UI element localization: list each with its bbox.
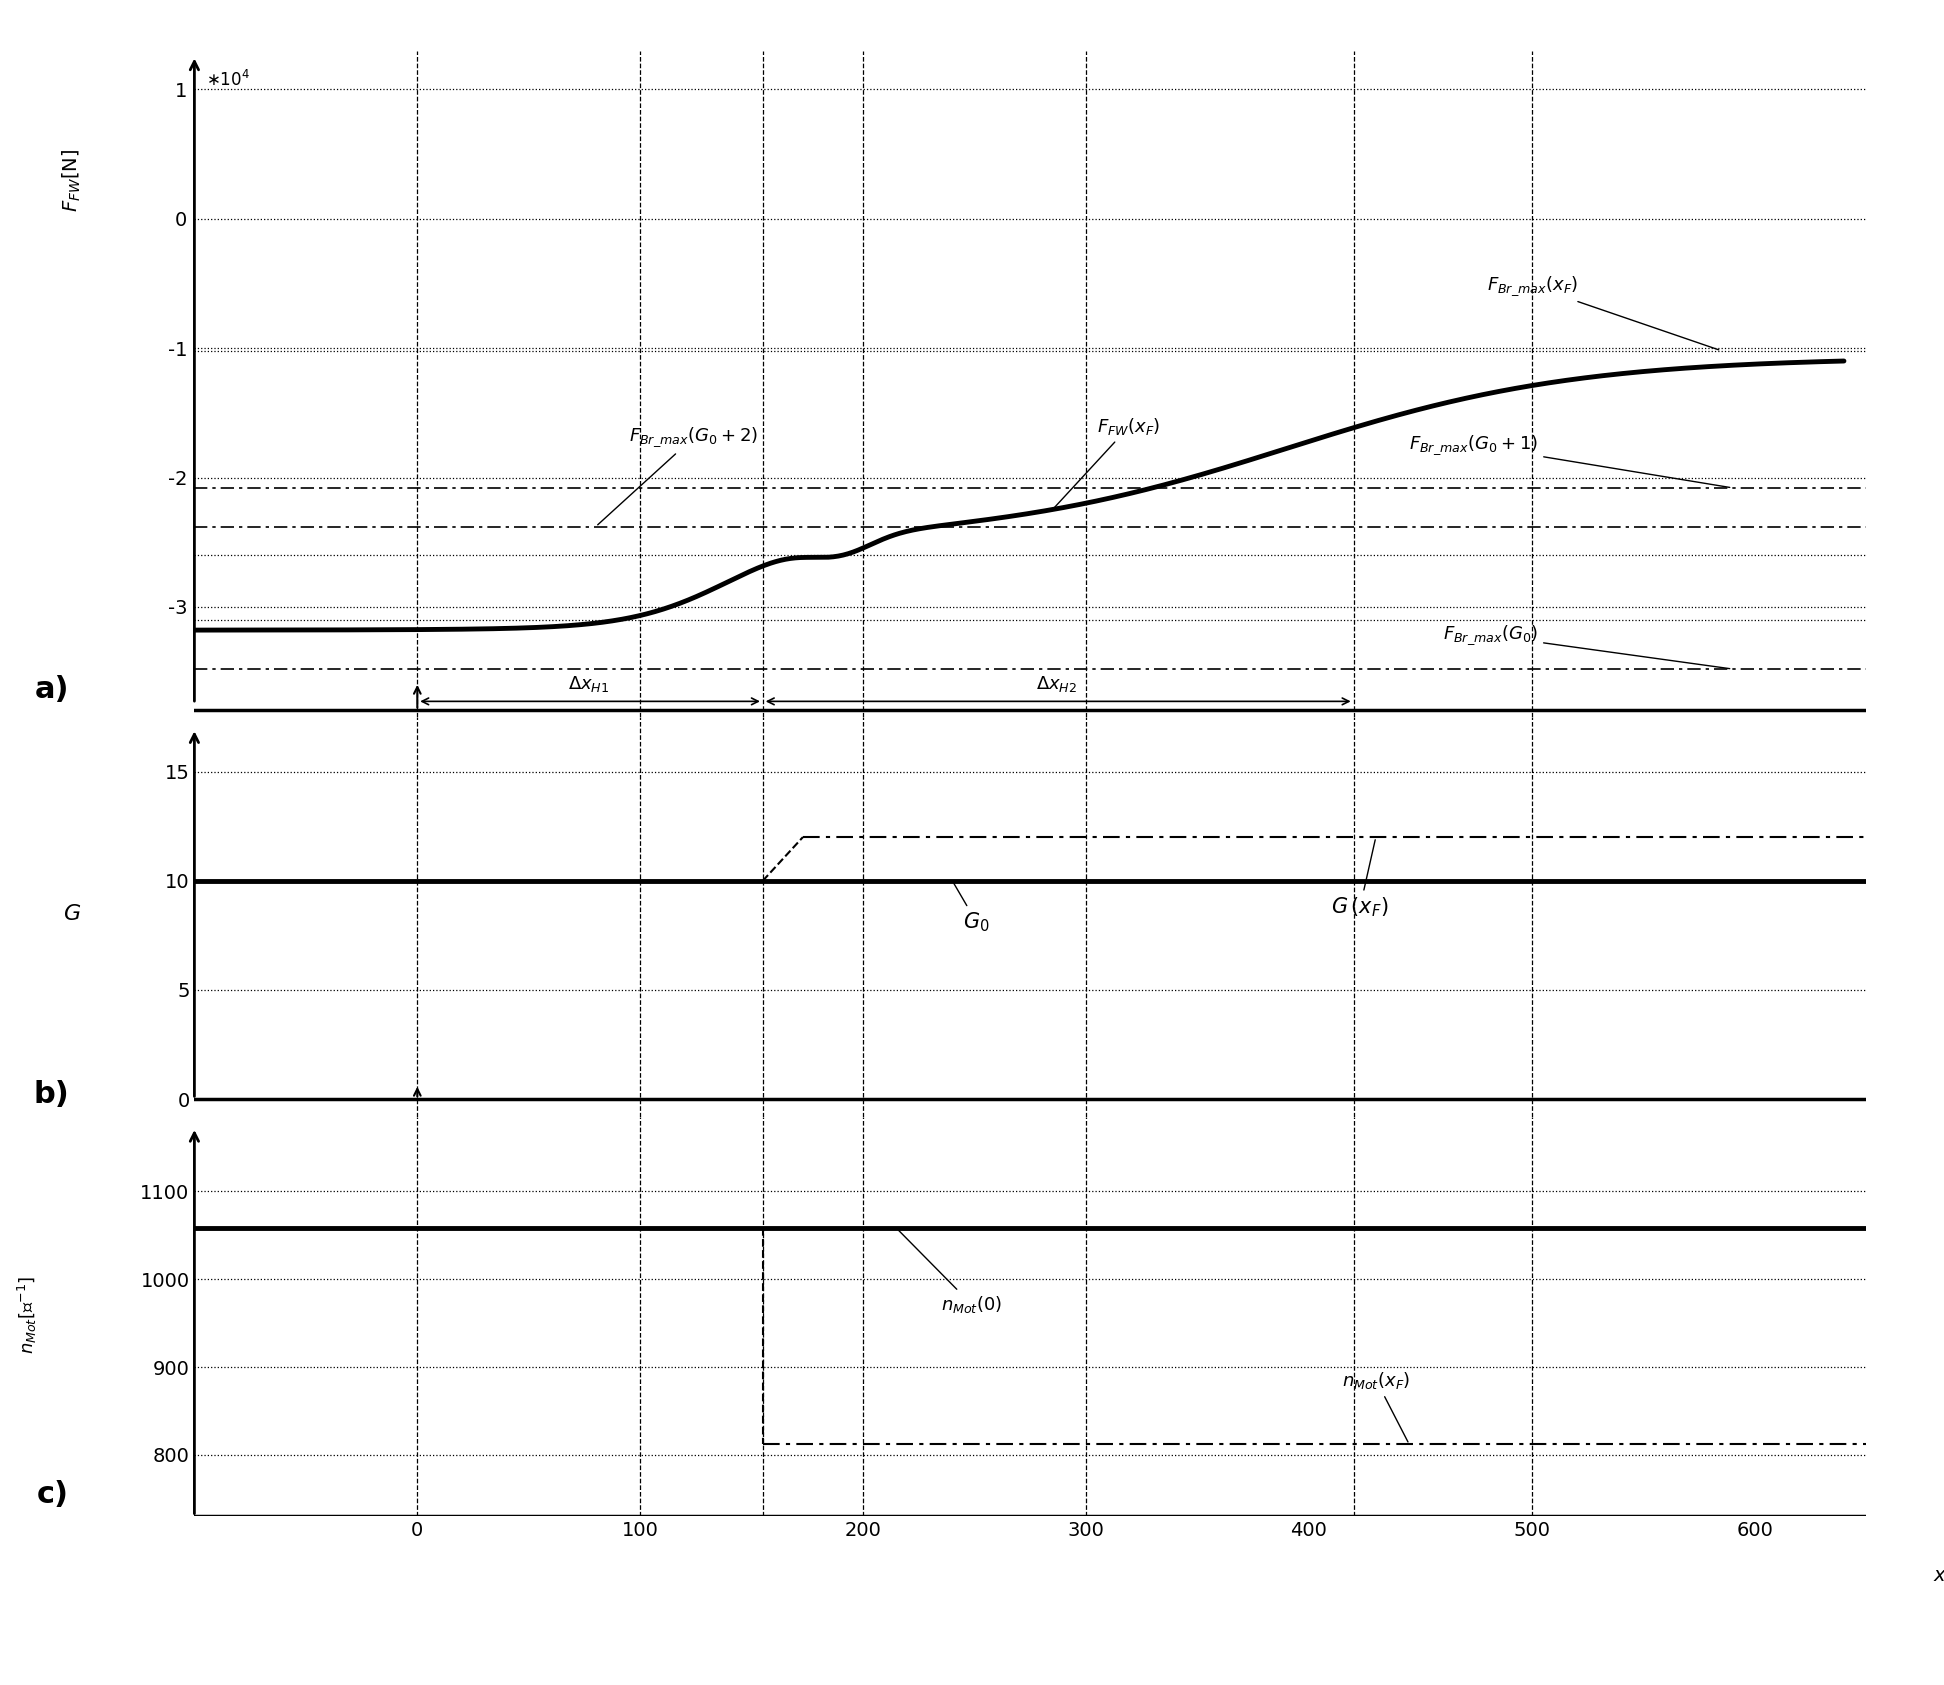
- Text: b): b): [33, 1080, 70, 1109]
- Text: a): a): [35, 674, 70, 704]
- Text: $F_{Br\_max}(G_0+2)$: $F_{Br\_max}(G_0+2)$: [597, 426, 758, 524]
- Text: $\ast 10^4$: $\ast 10^4$: [206, 71, 249, 89]
- Text: $\Delta x_{H2}$: $\Delta x_{H2}$: [1036, 674, 1077, 694]
- Text: $F_{FW}(x_F)$: $F_{FW}(x_F)$: [1054, 416, 1161, 507]
- Text: $G$: $G$: [62, 903, 82, 923]
- Text: c): c): [37, 1479, 70, 1508]
- Text: $F_{Br\_max}(G_0+1)$: $F_{Br\_max}(G_0+1)$: [1409, 433, 1730, 487]
- Text: $G_0$: $G_0$: [955, 883, 989, 935]
- Text: $n_{Mot}(x_F)$: $n_{Mot}(x_F)$: [1343, 1370, 1411, 1442]
- Text: $F_{Br\_max}(G_0)$: $F_{Br\_max}(G_0)$: [1442, 623, 1730, 669]
- Text: $F_{FW}$[N]: $F_{FW}$[N]: [60, 148, 84, 212]
- Text: $n_{Mot}(0)$: $n_{Mot}(0)$: [898, 1230, 1003, 1314]
- Text: $G\,(x_F)$: $G\,(x_F)$: [1332, 839, 1388, 918]
- Text: $x_F$ [m]: $x_F$ [m]: [1932, 1565, 1944, 1587]
- Text: $\Delta x_{H1}$: $\Delta x_{H1}$: [568, 674, 610, 694]
- Text: $n_{Mot}$[$分^{-1}$]: $n_{Mot}$[$分^{-1}$]: [16, 1276, 39, 1353]
- Text: $F_{Br\_max}(x_F)$: $F_{Br\_max}(x_F)$: [1487, 275, 1718, 350]
